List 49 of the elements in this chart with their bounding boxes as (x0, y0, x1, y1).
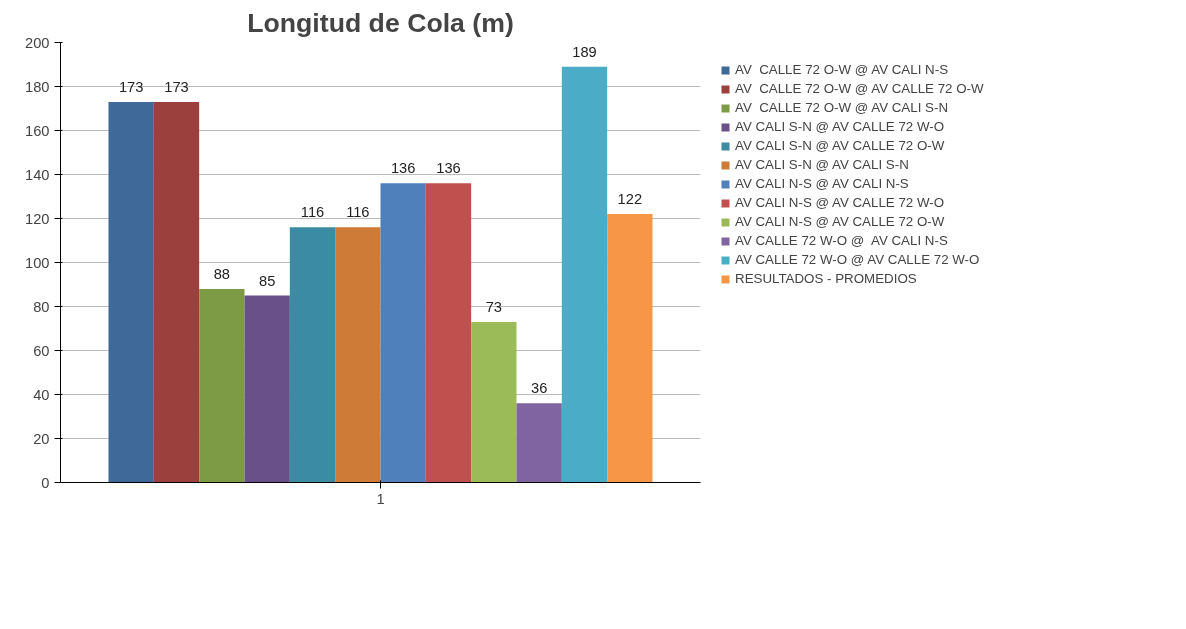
bar (425, 183, 472, 483)
bar (380, 183, 426, 483)
bar (561, 66, 608, 483)
x-tick-label: 1 (376, 490, 385, 507)
y-tick-label: 140 (25, 166, 50, 183)
legend-label: AV CALLE 72 W-O @ AV CALI N-S (735, 233, 948, 248)
y-tick-label: 120 (25, 210, 50, 227)
legend-label: AV CALLE 72 O-W @ AV CALI S-N (735, 100, 949, 115)
data-label: 85 (259, 272, 276, 289)
legend-label: RESULTADOS - PROMEDIOS (735, 271, 917, 286)
legend-label: AV CALI S-N @ AV CALLE 72 O-W (735, 138, 945, 153)
legend-label: AV CALI N-S @ AV CALI N-S (735, 176, 909, 191)
bar (335, 227, 381, 483)
legend-label: AV CALI N-S @ AV CALLE 72 O-W (735, 214, 945, 229)
data-label: 136 (390, 160, 416, 177)
y-tick-label: 80 (33, 298, 50, 315)
chart-title: Longitud de Cola (m) (247, 7, 514, 38)
bar (244, 295, 290, 483)
data-label: 73 (485, 298, 502, 315)
bar (199, 288, 245, 483)
data-label: 116 (346, 204, 370, 221)
data-label: 189 (572, 43, 597, 60)
bar (108, 101, 154, 483)
bar (607, 214, 653, 483)
bar (153, 101, 200, 483)
data-label: 122 (617, 191, 643, 208)
y-tick-label: 180 (25, 78, 50, 95)
legend-label: AV CALLE 72 O-W @ AV CALLE 72 O-W (735, 81, 984, 96)
legend-label: AV CALI N-S @ AV CALLE 72 W-O (735, 195, 945, 210)
data-label: 173 (164, 78, 189, 95)
y-tick-label: 20 (33, 430, 50, 447)
y-tick-label: 0 (41, 474, 50, 491)
legend-label: AV CALLE 72 O-W @ AV CALI N-S (735, 62, 949, 77)
bar (516, 403, 562, 483)
y-tick-label: 100 (25, 254, 50, 271)
data-label: 36 (531, 380, 548, 397)
y-tick-label: 40 (33, 386, 50, 403)
data-label: 116 (300, 204, 325, 221)
legend-label: AV CALLE 72 W-O @ AV CALLE 72 W-O (735, 252, 980, 267)
legend-label: AV CALI S-N @ AV CALI S-N (735, 157, 909, 172)
data-label: 173 (118, 78, 144, 95)
y-tick-label: 60 (33, 342, 50, 359)
y-tick-label: 160 (25, 122, 50, 139)
y-tick-label: 200 (25, 34, 50, 51)
legend-label: AV CALI S-N @ AV CALLE 72 W-O (735, 119, 945, 134)
data-label: 136 (436, 160, 461, 177)
data-label: 88 (213, 265, 230, 282)
bar (289, 227, 336, 483)
bar (471, 321, 517, 483)
